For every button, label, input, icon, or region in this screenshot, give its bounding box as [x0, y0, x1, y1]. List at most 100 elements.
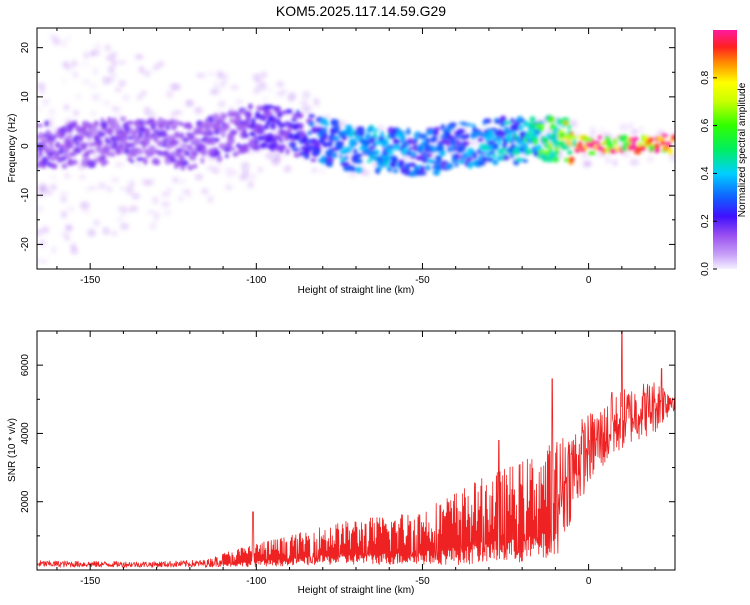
spectrogram-ridge-mark [372, 141, 377, 149]
spectrogram-ridge-mark [349, 142, 355, 149]
x-tick-label: -150 [80, 576, 100, 587]
spectrogram-ridge-mark [504, 120, 511, 126]
spectrogram-scatter-mark [75, 93, 82, 100]
x-tick-label: 0 [586, 275, 592, 286]
spectrogram-ridge-mark [61, 162, 68, 170]
spectrogram-scatter-mark [280, 89, 288, 93]
spectrogram-ridge-mark [380, 131, 385, 138]
spectrogram-ridge-mark [413, 138, 418, 144]
spectrogram-ridge-mark [232, 131, 238, 135]
spectrogram-scatter-mark [173, 177, 178, 183]
spectrogram-ridge-mark [96, 141, 103, 148]
spectrogram-scatter-mark [111, 52, 117, 57]
spectrogram-scatter-mark [82, 79, 90, 84]
spectrogram-ridge-mark [574, 148, 581, 153]
spectrogram-ridge-mark [631, 139, 636, 146]
spectrogram-ridge-mark [424, 152, 429, 160]
spectrogram-scatter-mark [349, 170, 356, 178]
spectrogram-ridge-mark [188, 124, 193, 128]
spectrogram-scatter-mark [79, 175, 86, 179]
spectrogram-ridge-mark [162, 119, 167, 127]
spectrogram-scatter-mark [166, 90, 174, 98]
spectrogram-scatter-mark [338, 121, 346, 128]
spectrogram-ridge-mark [153, 138, 159, 143]
spectrogram-ridge-mark [406, 127, 411, 136]
spectrogram-scatter-mark [126, 187, 133, 194]
spectrogram-scatter-mark [628, 122, 634, 130]
spectrogram-ridge-mark [472, 126, 478, 133]
spectrogram-ridge-mark [541, 137, 550, 144]
spectrogram-ridge-mark [613, 138, 617, 146]
spectrogram-ridge-mark [162, 132, 168, 138]
spectrogram-scatter-mark [220, 82, 226, 87]
spectrogram-scatter-mark [98, 182, 107, 190]
spectrogram-ridge-mark [289, 141, 297, 149]
spectrogram-scatter-mark [59, 192, 69, 196]
spectrogram-ridge-mark [546, 116, 555, 123]
spectrogram-ridge-mark [653, 143, 661, 149]
x-tick-label: -150 [80, 275, 100, 286]
spectrogram-ridge-mark [154, 129, 159, 134]
spectrogram-ridge-mark [487, 131, 495, 139]
spectrogram-ridge-mark [468, 156, 473, 163]
spectrogram-scatter-mark [65, 65, 73, 71]
spectrogram-scatter-mark [37, 205, 44, 213]
spectrogram-ridge-mark [321, 127, 328, 133]
spectrogram-ridge-mark [222, 123, 230, 131]
spectrogram-ridge-mark [41, 156, 49, 162]
spectrogram-ridge-mark [291, 118, 298, 122]
spectrogram-scatter-mark [605, 157, 611, 163]
spectrogram-scatter-mark [169, 84, 178, 89]
spectrogram-scatter-mark [107, 77, 114, 83]
spectrogram-ridge-mark [193, 164, 198, 169]
spectrogram-ridge-mark [670, 134, 675, 142]
spectrogram-ridge-mark [80, 143, 88, 149]
spectrogram-scatter-mark [49, 108, 55, 116]
page-title: KOM5.2025.117.14.59.G29 [276, 3, 446, 19]
snr-series-line [37, 331, 675, 568]
spectrogram-ridge-mark [216, 155, 223, 163]
spectrogram-scatter-mark [225, 167, 232, 173]
spectrogram-ridge-mark [187, 164, 194, 171]
spectrogram-ridge-mark [454, 159, 460, 163]
spectrogram-scatter-mark [647, 157, 654, 162]
spectrogram-scatter-mark [153, 65, 159, 71]
spectrogram-ridge-mark [461, 140, 470, 146]
spectrogram-y-ticks: -20 -10 0 10 20 [20, 42, 675, 270]
spectrogram-ridge-mark [57, 144, 66, 149]
spectrogram-ridge-mark [244, 134, 249, 138]
spectrogram-ridge-mark [418, 148, 424, 153]
spectrogram-ridge-mark [570, 131, 574, 136]
spectrogram-ridge-mark [37, 123, 44, 128]
spectrogram-scatter-mark [670, 157, 675, 162]
spectrogram-ridge-layer [37, 103, 675, 177]
spectrogram-scatter-mark [117, 60, 127, 64]
spectrogram-ridge-mark [398, 159, 405, 167]
spectrogram-scatter-mark [149, 222, 157, 230]
spectrogram-ridge-mark [424, 142, 429, 149]
spectrogram-scatter-mark [88, 186, 97, 190]
spectrogram-ridge-mark [180, 143, 189, 149]
spectrogram-scatter-mark [39, 239, 46, 247]
spectrogram-ridge-mark [57, 157, 62, 163]
spectrogram-scatter-mark [135, 162, 142, 166]
colorbar-gradient [713, 30, 737, 269]
spectrogram-ridge-mark [165, 125, 170, 130]
spectrogram-scatter-mark [630, 130, 638, 135]
spectrogram-ridge-mark [189, 133, 195, 138]
spectrogram-ridge-mark [438, 149, 446, 157]
spectrogram-ridge-mark [410, 151, 416, 157]
spectrogram-scatter-mark [37, 194, 44, 198]
spectrogram-ridge-mark [73, 120, 78, 128]
spectrogram-ridge-mark [454, 153, 459, 161]
spectrogram-ridge-mark [265, 120, 271, 126]
spectrogram-scatter-mark [249, 173, 257, 179]
spectrogram-scatter-mark [66, 225, 72, 230]
spectrogram-scatter-mark [365, 169, 370, 176]
spectrogram-scatter-mark [217, 161, 222, 168]
spectrogram-scatter-mark [50, 185, 57, 191]
spectrogram-ridge-mark [355, 158, 363, 164]
snr-x-ticks: -150 -100 -50 0 [56, 331, 656, 587]
spectrogram-ridge-mark [106, 127, 114, 135]
spectrogram-ridge-mark [419, 133, 428, 140]
